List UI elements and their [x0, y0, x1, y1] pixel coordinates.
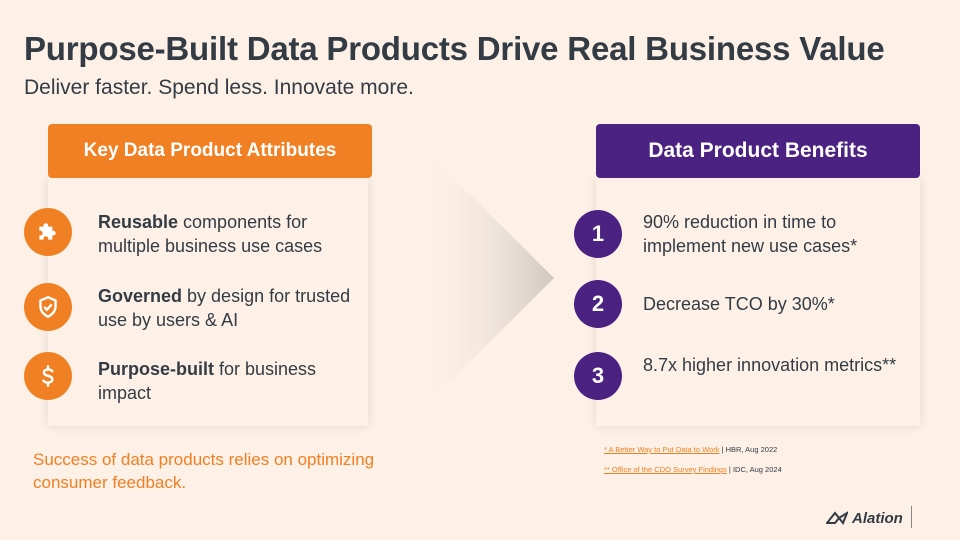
benefit-text: Decrease TCO by 30%* — [643, 294, 835, 314]
number-badge: 3 — [574, 352, 622, 400]
dollar-icon — [24, 352, 72, 400]
footnote-link-hbr[interactable]: * A Better Way to Put Data to Work — [604, 445, 720, 454]
footnote-link-idc[interactable]: ** Office of the CDO Survey Findings — [604, 465, 727, 474]
success-note: Success of data products relies on optim… — [33, 450, 375, 492]
footnote-hbr: * A Better Way to Put Data to Work | HBR… — [604, 445, 778, 454]
puzzle-icon — [24, 208, 72, 256]
attribute-text: Governed by design for trusted use by us… — [98, 286, 351, 330]
logo-divider — [911, 506, 912, 528]
benefits-panel — [596, 178, 920, 426]
number-badge: 1 — [574, 210, 622, 258]
benefits-header: Data Product Benefits — [596, 124, 920, 178]
alation-logo: Alation — [826, 508, 903, 528]
page-subtitle: Deliver faster. Spend less. Innovate mor… — [24, 76, 414, 99]
benefit-text: 90% reduction in time to implement new u… — [643, 212, 858, 256]
alation-logo-icon — [826, 511, 848, 525]
arrow-graphic — [420, 145, 554, 411]
page-title: Purpose-Built Data Products Drive Real B… — [24, 30, 885, 67]
logo-text: Alation — [852, 509, 903, 527]
attributes-header: Key Data Product Attributes — [48, 124, 372, 178]
attribute-text: Reusable components for multiple busines… — [98, 212, 323, 256]
shield-check-icon — [24, 283, 72, 331]
attributes-panel — [48, 178, 368, 426]
footnote-idc: ** Office of the CDO Survey Findings | I… — [604, 465, 782, 474]
number-badge: 2 — [574, 280, 622, 328]
benefit-text: 8.7x higher innovation metrics** — [643, 355, 897, 375]
attribute-text: Purpose-built for business impact — [98, 359, 317, 403]
